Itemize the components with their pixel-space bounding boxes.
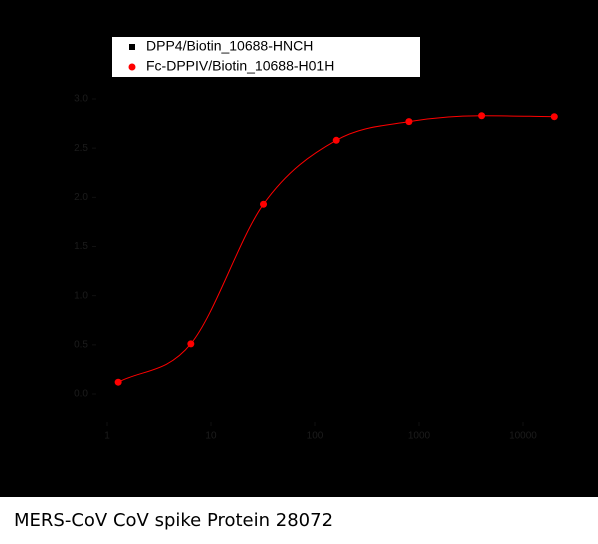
x-tick-label: 1 <box>104 431 110 442</box>
x-tick-label: 10000 <box>509 431 537 442</box>
legend-marker <box>129 44 135 50</box>
x-tick-label: 10 <box>205 431 217 442</box>
point <box>405 118 413 126</box>
caption: MERS-CoV CoV spike Protein 28072 <box>14 510 333 531</box>
y-tick-label: 0.0 <box>74 389 88 400</box>
point <box>550 113 558 121</box>
plot-background <box>0 0 598 497</box>
x-tick-label: 100 <box>307 431 324 442</box>
y-tick-label: 1.0 <box>74 290 88 301</box>
legend-label: Fc-DPPIV/Biotin_10688-H01H <box>146 58 334 74</box>
y-tick-label: 2.0 <box>74 192 88 203</box>
x-tick-label: 1000 <box>408 431 431 442</box>
y-tick-label: 2.5 <box>74 143 88 154</box>
legend-marker <box>128 63 136 71</box>
y-tick-label: 1.5 <box>74 241 88 252</box>
point <box>260 200 268 208</box>
point <box>114 378 122 386</box>
y-tick-label: 0.5 <box>74 339 88 350</box>
legend-label: DPP4/Biotin_10688-HNCH <box>146 38 313 54</box>
y-tick-label: 3.0 <box>74 94 88 105</box>
legend-box <box>112 37 420 77</box>
point <box>187 340 195 348</box>
point <box>332 136 340 144</box>
point <box>478 112 486 120</box>
